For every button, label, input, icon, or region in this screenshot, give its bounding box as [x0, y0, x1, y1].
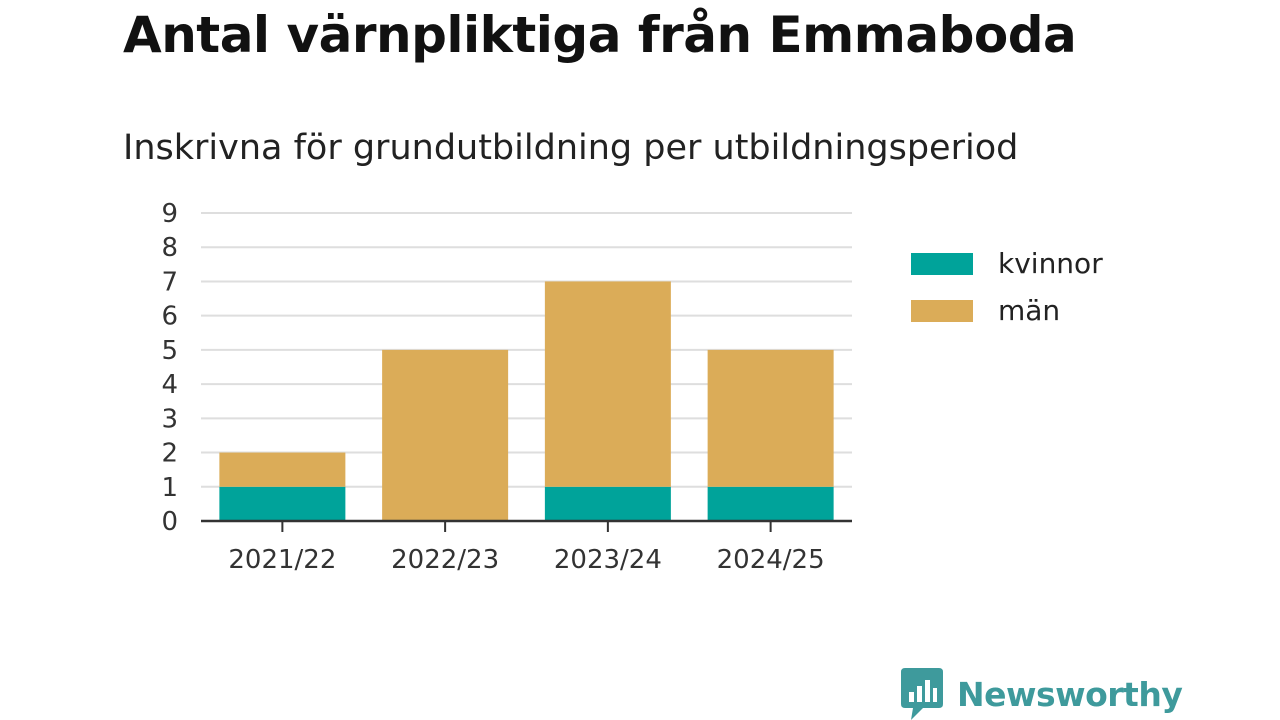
newsworthy-logo-icon [901, 668, 943, 720]
chart-subtitle: Inskrivna för grundutbildning per utbild… [123, 128, 1019, 168]
legend-label-man: män [998, 294, 1061, 327]
y-tick-label-9: 9 [161, 199, 178, 229]
legend-label-kvinnor: kvinnor [998, 247, 1103, 280]
x-tick-label-2023-24: 2023/24 [554, 545, 662, 575]
y-tick-label-3: 3 [161, 404, 178, 434]
x-tick-label-2021-22: 2021/22 [228, 545, 336, 575]
legend-swatch-kvinnor [911, 252, 973, 275]
y-tick-label-6: 6 [161, 302, 178, 332]
x-tick-label-2022-23: 2022/23 [391, 545, 499, 575]
bar-kvinnor-2024-25 [707, 486, 834, 521]
y-tick-label-5: 5 [161, 336, 178, 366]
x-tick-label-2024-25: 2024/25 [717, 545, 825, 575]
legend-item-man: män [911, 287, 1103, 334]
y-tick-label-4: 4 [161, 370, 178, 400]
legend: kvinnor män [911, 240, 1103, 334]
y-tick-label-7: 7 [161, 267, 178, 297]
bar-kvinnor-2021-22 [219, 486, 346, 521]
bar-man-2024-25 [707, 349, 834, 487]
bar-kvinnor-2023-24 [544, 486, 671, 521]
newsworthy-logo: Newsworthy [901, 668, 1183, 720]
legend-swatch-man [911, 299, 973, 322]
bar-man-2022-23 [382, 349, 509, 521]
y-tick-label-8: 8 [161, 233, 178, 263]
newsworthy-logo-text: Newsworthy [957, 674, 1183, 714]
y-tick-label-2: 2 [161, 439, 178, 469]
legend-item-kvinnor: kvinnor [911, 240, 1103, 287]
bar-man-2023-24 [544, 281, 671, 487]
y-tick-label-1: 1 [161, 473, 178, 503]
y-tick-label-0: 0 [161, 507, 178, 537]
chart-title: Antal värnpliktiga från Emmaboda [123, 6, 1077, 64]
bar-man-2021-22 [219, 452, 346, 487]
